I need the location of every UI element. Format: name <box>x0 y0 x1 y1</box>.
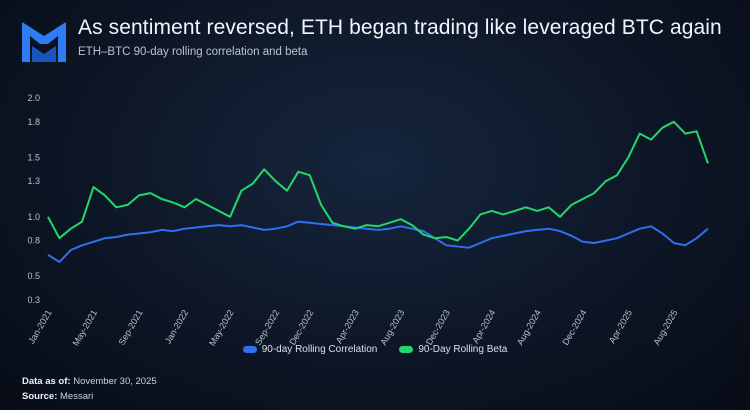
source-value: Messari <box>60 391 94 402</box>
x-tick-label: May-2022 <box>207 308 236 348</box>
chart-subtitle: ETH–BTC 90-day rolling correlation and b… <box>78 46 308 58</box>
y-tick-label: 0.5 <box>27 271 40 281</box>
correlation-line <box>47 220 709 263</box>
y-tick-label: 1.5 <box>27 152 40 162</box>
x-tick-label: Apr-2023 <box>334 308 361 345</box>
x-tick-label: Jan-2022 <box>163 308 190 346</box>
y-tick-label: 2.0 <box>27 93 40 103</box>
legend-label-correlation: 90-day Rolling Correlation <box>261 344 378 355</box>
x-tick-label: Sep-2022 <box>253 308 281 347</box>
data-as-of: Data as of: November 30, 2025 <box>22 376 157 387</box>
x-tick-label: May-2021 <box>71 308 100 348</box>
data-as-of-value: November 30, 2025 <box>73 376 157 387</box>
messari-logo-icon <box>22 22 66 62</box>
legend-label-beta: 90-Day Rolling Beta <box>418 344 508 355</box>
y-axis-ticks: 2.0 1.8 1.5 1.3 1.0 0.8 0.5 0.3 <box>27 93 40 305</box>
legend-swatch-beta <box>399 346 414 353</box>
data-as-of-label: Data as of: <box>22 376 71 387</box>
x-tick-label: Apr-2024 <box>470 308 497 345</box>
x-tick-label: Aug-2025 <box>651 308 679 347</box>
x-tick-label: Apr-2025 <box>607 308 634 345</box>
y-tick-label: 0.8 <box>27 236 40 246</box>
y-tick-label: 1.8 <box>27 117 40 127</box>
legend-item-beta: 90-Day Rolling Beta <box>399 344 507 355</box>
y-tick-label: 1.3 <box>27 176 40 186</box>
legend: 90-day Rolling Correlation 90-Day Rollin… <box>0 344 750 355</box>
x-tick-label: Dec-2024 <box>560 308 588 347</box>
y-tick-label: 0.3 <box>27 295 40 305</box>
x-tick-label: Jan-2021 <box>26 308 53 346</box>
x-tick-label: Dec-2023 <box>424 308 452 347</box>
y-tick-label: 1.0 <box>27 212 40 222</box>
beta-line <box>47 120 709 242</box>
legend-item-correlation: 90-day Rolling Correlation <box>242 344 378 355</box>
x-tick-label: Aug-2023 <box>378 308 406 347</box>
chart-area: 2.0 1.8 1.5 1.3 1.0 0.8 0.5 0.3 Jan-2021 May-202… <box>26 93 709 348</box>
series-lines <box>47 120 709 263</box>
source-label: Source: <box>22 391 58 402</box>
x-axis-ticks: Jan-2021 May-2021 Sep-2021 Jan-2022 May-2022… <box>26 308 679 348</box>
source: Source: Messari <box>22 391 93 402</box>
x-tick-label: Sep-2021 <box>117 308 145 347</box>
x-tick-label: Aug-2024 <box>515 308 543 347</box>
chart-title: As sentiment reversed, ETH began trading… <box>78 16 722 39</box>
x-tick-label: Dec-2022 <box>287 308 315 347</box>
legend-swatch-correlation <box>242 346 257 353</box>
